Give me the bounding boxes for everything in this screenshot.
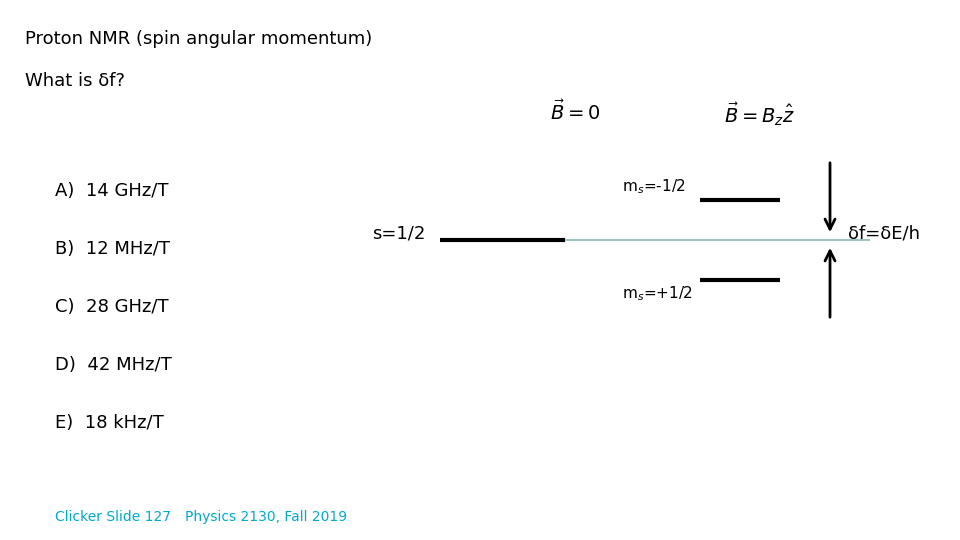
- Text: E)  18 kHz/T: E) 18 kHz/T: [55, 414, 164, 432]
- Text: B)  12 MHz/T: B) 12 MHz/T: [55, 240, 170, 258]
- Text: $\vec{B} = B_z\hat{z}$: $\vec{B} = B_z\hat{z}$: [725, 100, 796, 127]
- Text: Physics 2130, Fall 2019: Physics 2130, Fall 2019: [185, 510, 348, 524]
- Text: D)  42 MHz/T: D) 42 MHz/T: [55, 356, 172, 374]
- Text: δf=δE/h: δf=δE/h: [848, 225, 920, 243]
- Text: m$_s$=+1/2: m$_s$=+1/2: [622, 284, 693, 303]
- Text: $\vec{B} = 0$: $\vec{B} = 0$: [550, 100, 600, 124]
- Text: m$_s$=-1/2: m$_s$=-1/2: [622, 177, 685, 196]
- Text: Proton NMR (spin angular momentum): Proton NMR (spin angular momentum): [25, 30, 372, 48]
- Text: Clicker Slide 127: Clicker Slide 127: [55, 510, 171, 524]
- Text: C)  28 GHz/T: C) 28 GHz/T: [55, 298, 169, 316]
- Text: A)  14 GHz/T: A) 14 GHz/T: [55, 182, 169, 200]
- Text: What is δf?: What is δf?: [25, 72, 125, 90]
- Text: s=1/2: s=1/2: [372, 225, 425, 243]
